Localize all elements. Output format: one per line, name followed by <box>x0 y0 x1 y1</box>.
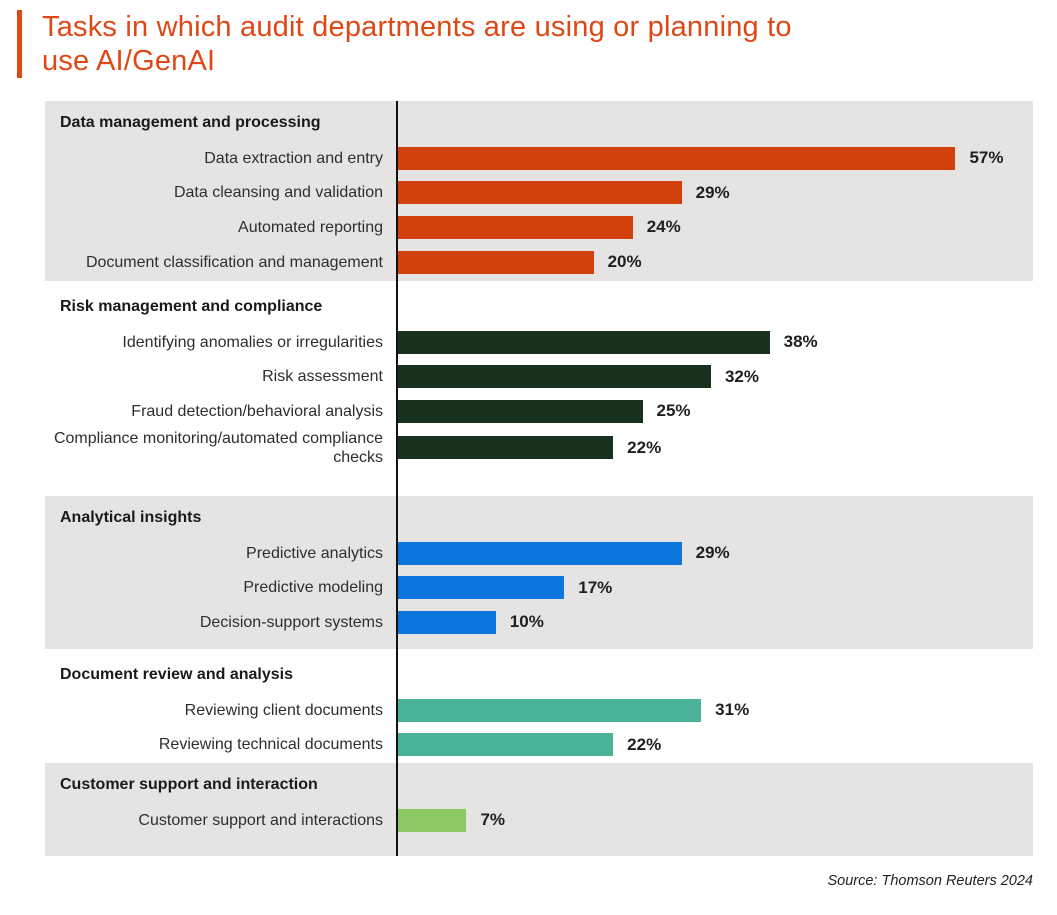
group-section: Analytical insights Predictive analytics 2… <box>45 496 1033 649</box>
bar-label: Data extraction and entry <box>204 149 383 167</box>
bar <box>398 215 633 239</box>
bar-chart: Data management and processing Data extra… <box>45 101 1033 856</box>
bar <box>398 808 467 832</box>
bar-cell: 10% <box>396 610 1033 634</box>
value-label: 32% <box>724 366 759 386</box>
value-label: 17% <box>578 577 613 597</box>
bar-row: Predictive modeling 17% <box>45 571 1033 606</box>
bar <box>398 610 496 634</box>
bar-label: Identifying anomalies or irregularities <box>122 333 383 351</box>
bar-label: Customer support and interactions <box>138 811 383 829</box>
group-header: Customer support and interaction <box>60 776 318 793</box>
bar-row: Document classification and management 20… <box>45 245 1033 280</box>
bar-cell: 31% <box>396 698 1033 722</box>
bar <box>398 698 702 722</box>
value-label: 57% <box>969 148 1004 168</box>
bar-row: Data cleansing and validation 29% <box>45 176 1033 211</box>
value-label: 31% <box>715 700 750 720</box>
bar <box>398 250 594 274</box>
group-section: Data management and processing Data extra… <box>45 101 1033 281</box>
source-credit: Source: Thomson Reuters 2024 <box>827 873 1033 889</box>
bar <box>398 181 682 205</box>
bar <box>398 576 565 600</box>
bar-row: Reviewing technical documents 22% <box>45 728 1033 763</box>
bar-label: Data cleansing and validation <box>173 184 383 202</box>
bar-cell: 7% <box>396 808 1033 832</box>
bar-cell: 38% <box>396 330 1033 354</box>
title-accent-bar <box>17 10 22 78</box>
group-header: Risk management and compliance <box>60 298 323 315</box>
bar-cell: 29% <box>396 181 1033 205</box>
page: Tasks in which audit departments are usi… <box>0 10 1057 915</box>
bar-row: Decision-support systems 10% <box>45 605 1033 640</box>
bar-label: Document classification and management <box>85 253 383 271</box>
chart-title-line-2: use AI/GenAI <box>42 45 216 77</box>
bar-row: Customer support and interactions 7% <box>45 803 1033 838</box>
bar-label: Fraud detection/behavioral analysis <box>131 402 383 420</box>
bar-row: Fraud detection/behavioral analysis 25% <box>45 394 1033 429</box>
bar-label: Reviewing technical documents <box>158 736 383 754</box>
bar <box>398 330 770 354</box>
chart-title: Tasks in which audit departments are usi… <box>42 10 792 78</box>
bar <box>398 399 643 423</box>
bar-label: Reviewing client documents <box>184 701 383 719</box>
bar-label: Automated reporting <box>238 218 383 236</box>
bar-cell: 22% <box>396 733 1033 757</box>
group-section: Risk management and compliance Identifyin… <box>45 281 1033 496</box>
bar-row: Data extraction and entry 57% <box>45 141 1033 176</box>
bar-cell: 17% <box>396 576 1033 600</box>
value-label: 10% <box>509 612 544 632</box>
bar-cell: 25% <box>396 399 1033 423</box>
bar-label: Compliance monitoring/automated complian… <box>53 429 383 466</box>
value-label: 29% <box>695 182 730 202</box>
chart-title-block: Tasks in which audit departments are usi… <box>17 10 1033 78</box>
bar-label: Decision-support systems <box>199 613 383 631</box>
bar-row: Automated reporting 24% <box>45 210 1033 245</box>
group-header: Document review and analysis <box>60 666 293 683</box>
bar-cell: 29% <box>396 541 1033 565</box>
bar-cell: 57% <box>396 146 1033 170</box>
group-section: Document review and analysis Reviewing cl… <box>45 649 1033 763</box>
value-label: 22% <box>627 437 662 457</box>
bar <box>398 436 614 460</box>
bar-row: Predictive analytics 29% <box>45 536 1033 571</box>
value-label: 20% <box>607 252 642 272</box>
bar-cell: 20% <box>396 250 1033 274</box>
bar-label: Predictive modeling <box>243 579 383 597</box>
bar <box>398 365 711 389</box>
value-label: 24% <box>646 217 681 237</box>
bar-cell: 32% <box>396 365 1033 389</box>
group-header: Analytical insights <box>60 509 202 526</box>
bar <box>398 733 614 757</box>
bar <box>398 146 956 170</box>
group-section: Customer support and interaction Customer… <box>45 763 1033 856</box>
bar-row: Risk assessment 32% <box>45 360 1033 395</box>
value-label: 25% <box>656 401 691 421</box>
bar-row: Compliance monitoring/automated complian… <box>45 429 1033 467</box>
bar-cell: 22% <box>396 436 1033 460</box>
bar-label: Predictive analytics <box>246 544 383 562</box>
axis-line <box>396 101 398 856</box>
bar-row: Identifying anomalies or irregularities 3… <box>45 325 1033 360</box>
value-label: 7% <box>480 810 506 830</box>
group-header: Data management and processing <box>60 114 321 131</box>
value-label: 22% <box>627 734 662 754</box>
chart-title-line-1: Tasks in which audit departments are usi… <box>42 11 792 43</box>
bar <box>398 541 682 565</box>
bar-row: Reviewing client documents 31% <box>45 693 1033 728</box>
bar-cell: 24% <box>396 215 1033 239</box>
value-label: 29% <box>695 543 730 563</box>
value-label: 38% <box>783 332 818 352</box>
bar-label: Risk assessment <box>262 368 383 386</box>
